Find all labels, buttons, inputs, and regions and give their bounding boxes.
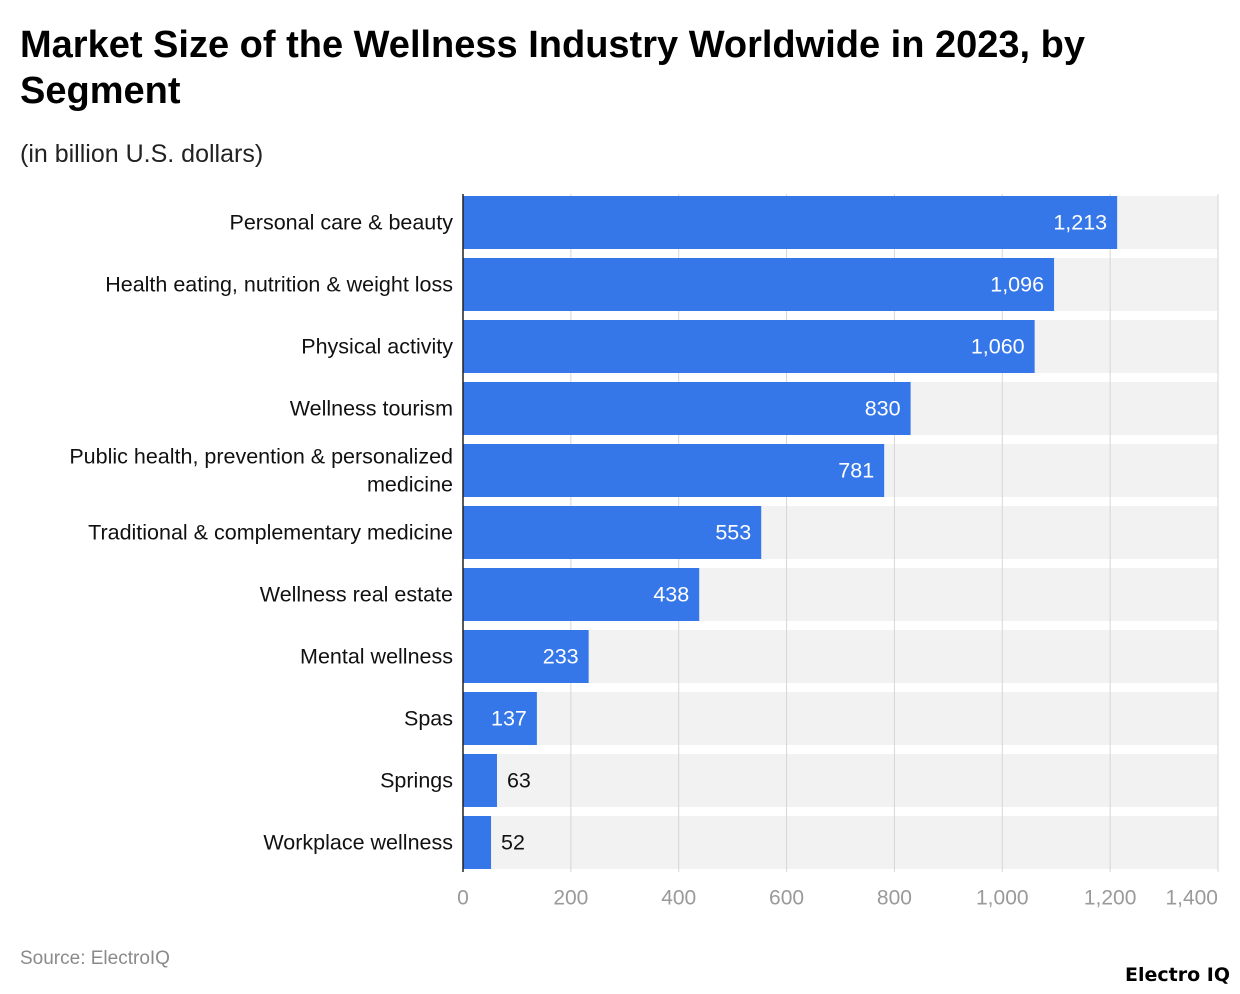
x-tick-label: 200 [553,887,588,910]
data-label: 1,213 [1053,211,1107,235]
data-label: 781 [838,459,874,483]
data-label: 830 [865,397,901,421]
bar [463,444,885,497]
bar-track [463,816,1218,869]
source-note: Source: ElectroIQ [20,948,170,969]
x-tick-label: 600 [769,887,804,910]
brand-logo: Electro IQ [1125,964,1230,986]
chart-title: Market Size of the Wellness Industry Wor… [20,24,1085,112]
category-label-line: Wellness tourism [290,397,453,421]
data-label: 1,060 [971,335,1025,359]
category-label: Physical activity [301,335,453,359]
category-label: Wellness tourism [290,397,453,421]
bar [463,320,1035,373]
category-label-line: medicine [367,473,453,497]
category-label-line: Workplace wellness [263,831,453,855]
category-label: Spas [404,707,453,731]
bar [463,382,911,435]
category-label: Springs [380,769,453,793]
data-label: 63 [507,769,531,793]
bar [463,754,497,807]
category-label: Workplace wellness [263,831,453,855]
bar-track [463,692,1218,745]
x-tick-label: 1,200 [1084,887,1137,910]
category-label: Health eating, nutrition & weight loss [105,273,453,297]
bar [463,630,589,683]
category-label-line: Physical activity [301,335,453,359]
bar [463,692,537,745]
category-label: Public health, prevention & personalized… [69,445,453,497]
bar [463,196,1118,249]
category-label-line: Wellness real estate [260,583,453,607]
chart-subtitle: (in billion U.S. dollars) [20,140,264,168]
category-label: Wellness real estate [260,583,453,607]
data-label: 52 [501,831,525,855]
bar [463,506,762,559]
bar [463,568,700,621]
data-label: 1,096 [990,273,1044,297]
x-tick-label: 0 [457,887,469,910]
bar [463,816,492,869]
bar-track [463,630,1218,683]
category-label: Traditional & complementary medicine [88,521,453,545]
data-label: 233 [543,645,579,669]
data-label: 553 [715,521,751,545]
bar [463,258,1055,311]
category-label-line: Traditional & complementary medicine [88,521,453,545]
x-tick-label: 800 [877,887,912,910]
x-tick-label: 400 [661,887,696,910]
category-label-line: Health eating, nutrition & weight loss [105,273,453,297]
category-label-line: Personal care & beauty [230,211,454,235]
bar-track [463,754,1218,807]
data-label: 438 [653,583,689,607]
x-tick-label: 1,000 [976,887,1029,910]
category-label: Mental wellness [300,645,453,669]
category-label: Personal care & beauty [230,211,454,235]
category-label-line: Spas [404,707,453,731]
category-label-line: Springs [380,769,453,793]
category-label-line: Public health, prevention & personalized [69,445,453,469]
category-label-line: Mental wellness [300,645,453,669]
data-label: 137 [491,707,527,731]
x-tick-label: 1,400 [1165,887,1218,910]
